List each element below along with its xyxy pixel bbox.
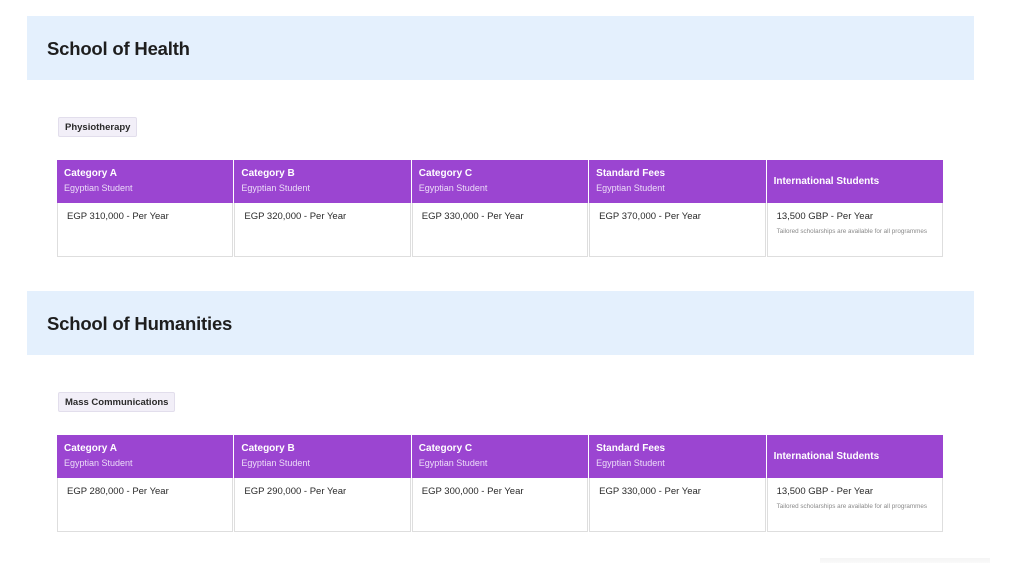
fee-column-category-a: Category A Egyptian Student EGP 310,000 … [57, 160, 234, 257]
school-header: School of Health [27, 16, 974, 80]
fee-price: EGP 330,000 - Per Year [421, 211, 524, 222]
fee-column-header: Category B Egyptian Student [234, 435, 411, 478]
fee-category-title: International Students [773, 450, 880, 462]
fee-cell: EGP 330,000 - Per Year [589, 478, 766, 532]
fee-category-title: Category B [241, 443, 295, 454]
fee-category-subtitle: Egyptian Student [241, 183, 310, 193]
fee-column-header: Category B Egyptian Student [234, 160, 411, 203]
fee-price: EGP 370,000 - Per Year [599, 211, 701, 222]
fee-column-standard-fees: Standard Fees Egyptian Student EGP 330,0… [589, 435, 766, 532]
fee-column-international: International Students 13,500 GBP - Per … [766, 160, 943, 257]
fee-price: 13,500 GBP - Per Year [776, 211, 874, 222]
fee-cell: EGP 290,000 - Per Year [234, 478, 411, 532]
fee-price: EGP 290,000 - Per Year [244, 486, 347, 497]
fee-price: EGP 310,000 - Per Year [67, 211, 169, 222]
fee-category-subtitle: Egyptian Student [596, 183, 665, 193]
school-title: School of Humanities [47, 313, 233, 334]
fee-column-header: Category C Egyptian Student [411, 435, 589, 478]
fee-column-category-a: Category A Egyptian Student EGP 280,000 … [57, 435, 234, 532]
fee-cell: EGP 370,000 - Per Year [589, 203, 766, 257]
fee-cell: EGP 300,000 - Per Year [411, 478, 589, 532]
fee-column-category-c: Category C Egyptian Student EGP 330,000 … [411, 160, 589, 257]
fee-cell: EGP 310,000 - Per Year [57, 203, 234, 257]
fee-price: 13,500 GBP - Per Year [776, 486, 874, 497]
fee-price: EGP 280,000 - Per Year [67, 486, 169, 497]
fee-category-title: International Students [773, 175, 880, 187]
fee-category-subtitle: Egyptian Student [241, 458, 310, 468]
fee-column-international: International Students 13,500 GBP - Per … [766, 435, 943, 532]
scholarship-note: Tailored scholarships are available for … [776, 503, 928, 510]
fee-category-subtitle: Egyptian Student [64, 458, 133, 468]
fee-cell: EGP 330,000 - Per Year [411, 203, 589, 257]
fee-column-category-b: Category B Egyptian Student EGP 320,000 … [234, 160, 411, 257]
program-tag-mass-communications[interactable]: Mass Communications [58, 392, 176, 412]
fee-category-title: Category B [241, 168, 295, 179]
fee-category-title: Category C [418, 168, 473, 179]
fee-category-title: Category A [64, 168, 117, 179]
fee-category-title: Category C [418, 443, 473, 454]
school-header: School of Humanities [27, 291, 974, 355]
fee-column-header: Standard Fees Egyptian Student [589, 435, 766, 478]
fee-column-standard-fees: Standard Fees Egyptian Student EGP 370,0… [589, 160, 766, 257]
school-title: School of Health [47, 38, 190, 59]
fee-price: EGP 330,000 - Per Year [599, 486, 701, 497]
fee-price: EGP 320,000 - Per Year [244, 211, 347, 222]
fee-column-header: Category A Egyptian Student [57, 435, 234, 478]
fees-table: Category A Egyptian Student EGP 310,000 … [57, 160, 943, 257]
fee-column-header: Category A Egyptian Student [57, 160, 234, 203]
fee-cell: EGP 280,000 - Per Year [57, 478, 234, 532]
fees-table: Category A Egyptian Student EGP 280,000 … [57, 435, 943, 532]
fee-column-header: Category C Egyptian Student [411, 160, 589, 203]
fee-column-header: International Students [766, 435, 943, 478]
scholarship-note: Tailored scholarships are available for … [776, 228, 928, 235]
fee-category-title: Category A [64, 443, 117, 454]
fee-cell: EGP 320,000 - Per Year [234, 203, 411, 257]
scroll-edge-shadow [820, 558, 990, 563]
fee-cell: 13,500 GBP - Per Year Tailored scholarsh… [766, 478, 943, 532]
fee-category-subtitle: Egyptian Student [418, 458, 488, 468]
fee-column-category-b: Category B Egyptian Student EGP 290,000 … [234, 435, 411, 532]
fee-column-category-c: Category C Egyptian Student EGP 300,000 … [411, 435, 589, 532]
fee-category-subtitle: Egyptian Student [596, 458, 665, 468]
fee-category-subtitle: Egyptian Student [418, 183, 488, 193]
fee-column-header: International Students [766, 160, 943, 203]
fee-category-subtitle: Egyptian Student [64, 183, 133, 193]
program-tag-physiotherapy[interactable]: Physiotherapy [58, 117, 138, 137]
fee-cell: 13,500 GBP - Per Year Tailored scholarsh… [766, 203, 943, 257]
fee-price: EGP 300,000 - Per Year [421, 486, 524, 497]
fee-column-header: Standard Fees Egyptian Student [589, 160, 766, 203]
fee-category-title: Standard Fees [596, 443, 666, 454]
fee-category-title: Standard Fees [596, 168, 666, 179]
